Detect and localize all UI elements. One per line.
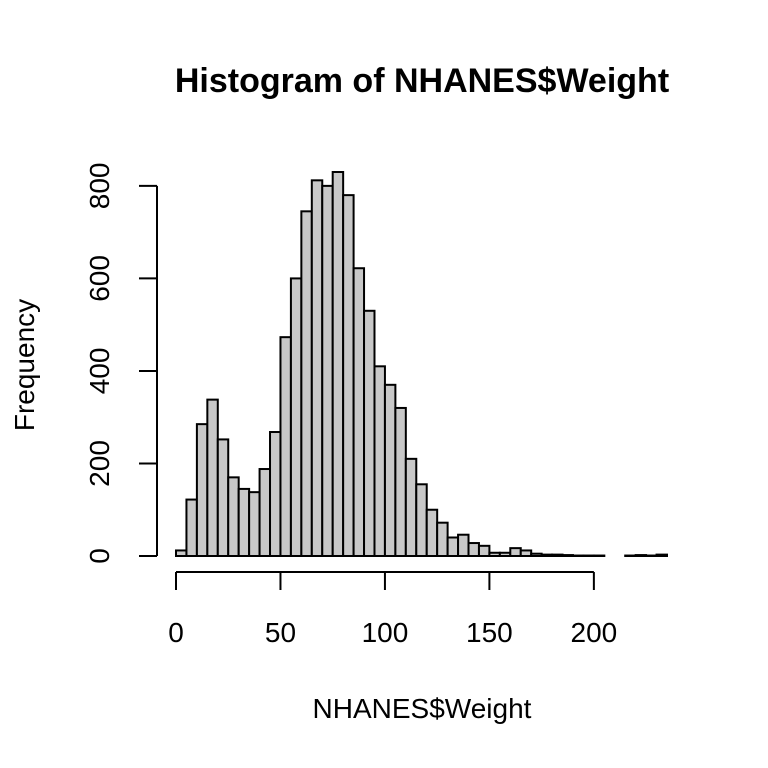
histogram-bar	[446, 536, 460, 557]
y-tick-label: 0	[84, 548, 115, 564]
histogram-bar	[655, 553, 668, 558]
histogram-bar	[237, 487, 251, 557]
histogram-bar	[300, 210, 313, 558]
x-tick-label: 150	[466, 617, 513, 648]
histogram-bar	[394, 406, 407, 557]
histogram-bar	[425, 508, 439, 558]
histogram-bar	[216, 438, 230, 557]
histogram-bar	[185, 498, 198, 558]
histogram-bar	[342, 194, 355, 557]
histogram-bar	[175, 549, 188, 557]
histogram-bar	[289, 277, 303, 557]
histogram-bar	[561, 554, 574, 558]
histogram-bar	[331, 171, 345, 557]
histogram-bar	[383, 383, 397, 557]
y-tick-label: 400	[84, 348, 115, 395]
x-axis-label: NHANES$Weight	[313, 693, 532, 724]
histogram-bar	[310, 179, 324, 558]
histogram-bar	[248, 491, 261, 557]
x-tick-label: 200	[571, 617, 618, 648]
x-tick-label: 0	[168, 617, 184, 648]
histogram-bar	[227, 476, 240, 557]
histogram-bar	[519, 549, 533, 557]
y-tick-label: 200	[84, 440, 115, 487]
chart-title: Histogram of NHANES$Weight	[175, 62, 669, 100]
histogram-bar	[530, 552, 543, 558]
histogram-bar	[363, 309, 376, 557]
histogram-bar	[206, 398, 219, 557]
histogram-bar	[540, 553, 554, 558]
histogram-bar	[321, 184, 334, 557]
y-axis: 0 200 400 600 800	[84, 163, 158, 564]
histogram-bar	[488, 551, 501, 558]
histogram-bar	[279, 336, 292, 557]
histogram-bar	[404, 457, 418, 558]
x-axis: 0 50 100 150 200	[168, 571, 618, 648]
histogram-bars	[175, 171, 668, 558]
x-tick-label: 100	[362, 617, 409, 648]
histogram-bar	[373, 365, 386, 558]
histogram-bar	[415, 483, 428, 557]
histogram-bar	[467, 542, 480, 557]
histogram-bar	[498, 551, 512, 558]
histogram-bar	[352, 267, 366, 557]
histogram-bar	[457, 533, 470, 558]
histogram-bar	[634, 554, 648, 558]
x-tick-label: 50	[265, 617, 296, 648]
histogram-bar	[195, 423, 209, 558]
y-tick-label: 600	[84, 255, 115, 302]
histogram-bar	[436, 521, 449, 557]
histogram-bar	[509, 547, 522, 558]
y-axis-label: Frequency	[9, 299, 40, 431]
histogram-bar	[551, 553, 564, 558]
histogram-bar	[477, 544, 491, 558]
histogram-bar	[269, 431, 282, 558]
y-tick-label: 800	[84, 163, 115, 210]
histogram-bar	[258, 468, 272, 558]
